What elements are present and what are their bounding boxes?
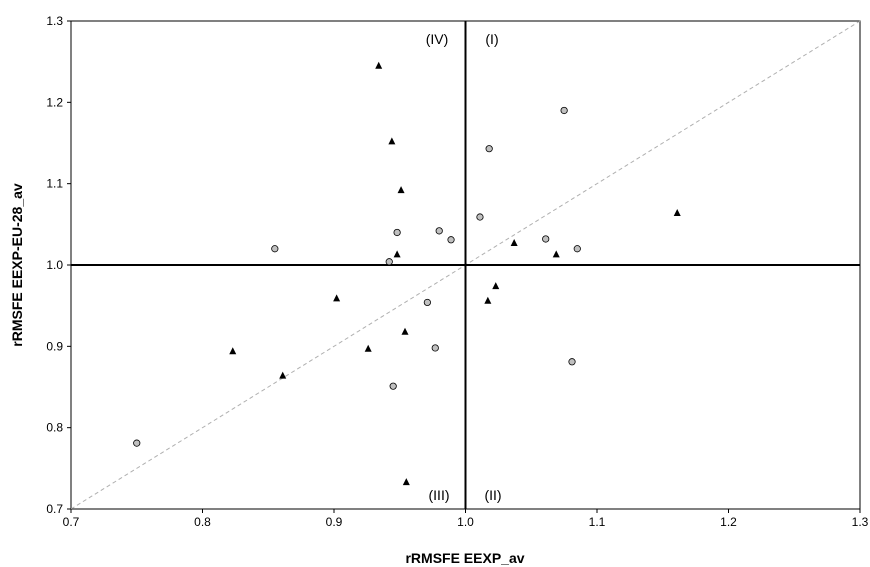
y-tick-label: 0.8 (46, 421, 63, 435)
circle-point (476, 213, 484, 221)
quadrant-label-iii: (III) (429, 487, 450, 503)
x-tick-label: 0.7 (63, 515, 80, 529)
circle-point (385, 258, 393, 266)
triangle-point (388, 137, 396, 145)
triangle-point (673, 208, 681, 216)
circle-point (573, 245, 581, 253)
triangle-point (375, 61, 383, 69)
quadrant-label-ii: (II) (484, 487, 501, 503)
y-tick-label: 1.2 (46, 95, 63, 109)
y-tick-label: 1.1 (46, 177, 63, 191)
circle-point (271, 245, 279, 253)
triangle-point (279, 371, 287, 379)
triangle-point (333, 294, 341, 302)
triangle-point (393, 250, 401, 258)
x-tick-label: 1.3 (852, 515, 869, 529)
circle-point (542, 235, 550, 243)
x-tick-label: 1.2 (720, 515, 737, 529)
triangle-point (229, 347, 237, 355)
triangle-point (364, 344, 372, 352)
x-tick-label: 0.9 (326, 515, 343, 529)
reference-lines (70, 20, 861, 510)
y-axis-title: rRMSFE EEXP-EU-28_av (9, 183, 25, 347)
y-tick-label: 1.3 (46, 14, 63, 28)
circle-point (423, 298, 431, 307)
x-tick-label: 0.8 (194, 515, 211, 529)
circle-point (389, 382, 397, 390)
x-tick-label: 1.0 (457, 515, 474, 529)
triangle-point (402, 478, 410, 486)
axis-ticks: 0.7 0.8 0.9 1.0 1.1 1.2 1.3 0.7 0.8 0.9 1.0 1.1 1.2 1… (46, 14, 868, 529)
triangle-point (397, 186, 405, 194)
circle-point (447, 236, 455, 244)
circle-point (435, 227, 443, 235)
y-tick-label: 0.7 (46, 502, 63, 516)
x-axis-title: rRMSFE EEXP_av (405, 550, 524, 566)
circle-point (393, 228, 401, 237)
data-points (133, 61, 681, 486)
y-tick-label: 0.9 (46, 339, 63, 353)
triangle-point (401, 327, 409, 335)
triangle-point (484, 296, 492, 304)
circle-point (485, 145, 493, 153)
circle-point (568, 358, 576, 366)
circle-point (431, 344, 439, 352)
quadrant-label-i: (I) (485, 31, 498, 47)
triangle-point (492, 282, 500, 290)
quadrant-label-iv: (IV) (426, 31, 449, 47)
y-tick-label: 1.0 (46, 258, 63, 272)
circle-point (560, 106, 568, 115)
triangle-point (552, 250, 560, 258)
triangle-point (510, 239, 518, 247)
circle-point (133, 439, 141, 447)
x-tick-label: 1.1 (589, 515, 606, 529)
